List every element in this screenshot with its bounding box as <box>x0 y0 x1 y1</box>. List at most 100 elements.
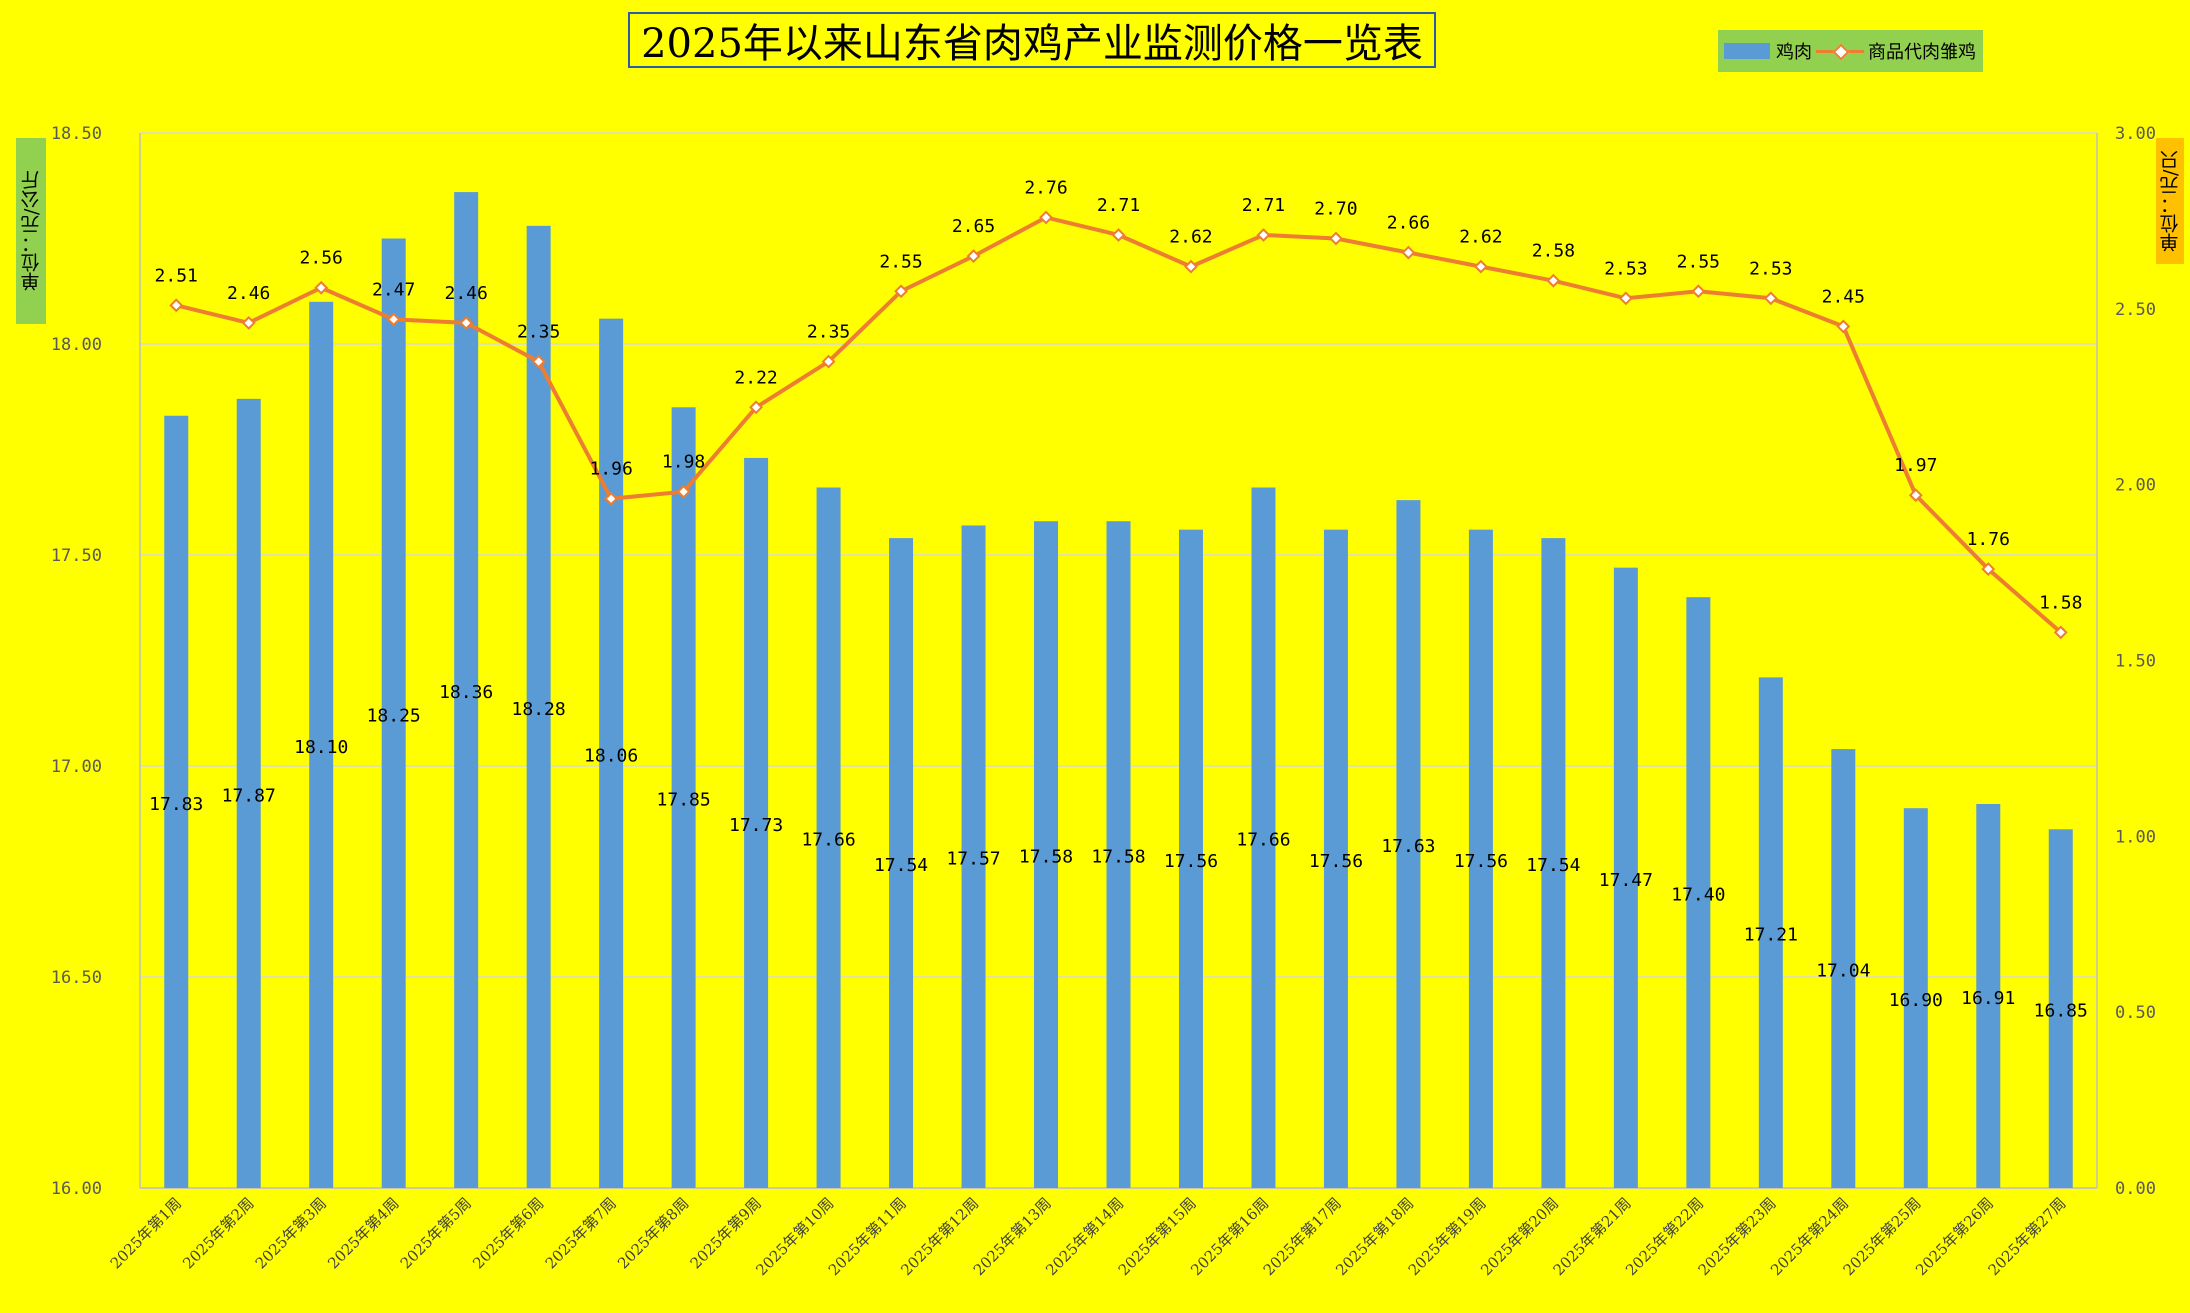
left-tick-label: 18.50 <box>51 124 102 144</box>
line-data-label: 2.55 <box>879 251 922 272</box>
bar-chicken-meat <box>1541 538 1566 1188</box>
x-tick-label: 2025年第2周 <box>179 1194 257 1272</box>
line-data-label: 2.62 <box>1169 227 1212 248</box>
line-point-marker <box>894 284 908 299</box>
line-point-marker <box>1981 562 1996 576</box>
bar-chicken-meat <box>1251 487 1276 1189</box>
line-data-label: 2.76 <box>1024 177 1067 198</box>
line-data-label: 2.55 <box>1677 251 1720 272</box>
line-data-label: 2.71 <box>1242 195 1285 216</box>
line-data-label: 2.70 <box>1314 199 1357 220</box>
line-point-marker <box>1836 319 1851 334</box>
line-data-label: 2.65 <box>952 216 995 237</box>
line-point-marker <box>1908 488 1923 503</box>
line-data-label: 1.98 <box>662 452 705 473</box>
line-data-label: 2.45 <box>1822 286 1865 307</box>
line-data-label: 2.56 <box>300 248 343 269</box>
right-tick-label: 1.50 <box>2115 652 2156 672</box>
bar-chicken-meat <box>1758 677 1783 1188</box>
line-data-label: 1.58 <box>2039 592 2082 613</box>
left-tick-label: 16.00 <box>51 1179 102 1199</box>
bar-data-label: 17.56 <box>1164 851 1218 872</box>
line-point-marker <box>676 484 691 499</box>
bar-data-label: 17.21 <box>1744 925 1798 946</box>
x-tick-label: 2025年第1周 <box>107 1194 185 1272</box>
line-point-marker <box>1763 291 1778 306</box>
line-data-label: 2.47 <box>372 279 415 300</box>
line-data-label: 1.97 <box>1894 455 1937 476</box>
line-data-label: 2.35 <box>517 322 560 343</box>
line-point-marker <box>459 315 474 330</box>
line-data-label: 2.53 <box>1749 258 1792 279</box>
line-point-marker <box>1618 291 1633 306</box>
line-data-label: 2.46 <box>227 283 270 304</box>
bar-chicken-meat <box>1976 803 2001 1188</box>
line-point-marker <box>749 400 764 415</box>
bar-data-label: 17.73 <box>729 815 783 836</box>
x-tick-label: 2025年第3周 <box>252 1194 330 1272</box>
line-data-label: 1.96 <box>589 459 632 480</box>
line-point-marker <box>1473 259 1488 274</box>
x-tick-label: 2025年第9周 <box>687 1194 765 1272</box>
line-data-label: 2.51 <box>155 265 198 286</box>
line-data-label: 2.53 <box>1604 258 1647 279</box>
bar-chicken-meat <box>236 398 261 1188</box>
x-tick-label: 2025年第6周 <box>469 1194 547 1272</box>
left-tick-label: 18.00 <box>51 335 102 355</box>
line-point-marker <box>1691 284 1706 299</box>
bar-chicken-meat <box>1178 529 1203 1188</box>
bar-data-label: 17.66 <box>801 830 855 851</box>
bar-data-label: 17.85 <box>657 790 711 811</box>
bar-chicken-meat <box>961 525 986 1188</box>
line-point-marker <box>1329 231 1343 246</box>
line-data-label: 2.22 <box>734 367 777 388</box>
bar-chicken-meat <box>526 225 551 1189</box>
line-data-label: 2.71 <box>1097 195 1140 216</box>
right-tick-label: 0.50 <box>2115 1003 2156 1023</box>
right-tick-label: 0.00 <box>2115 1179 2156 1199</box>
bar-data-label: 17.83 <box>149 794 203 815</box>
bar-chicken-meat <box>381 238 406 1188</box>
bar-chicken-meat <box>454 192 479 1188</box>
bar-data-label: 16.91 <box>1961 988 2015 1009</box>
bar-chicken-meat <box>1106 521 1131 1188</box>
line-point-marker <box>821 354 836 369</box>
line-point-marker <box>169 298 184 313</box>
bar-data-label: 18.28 <box>512 699 566 720</box>
x-tick-label: 2025年第5周 <box>397 1194 475 1272</box>
bar-data-label: 17.63 <box>1381 836 1435 857</box>
bar-chicken-meat <box>1903 808 1928 1188</box>
bar-chicken-meat <box>599 318 624 1188</box>
bar-chicken-meat <box>816 487 841 1189</box>
legend-label-chicken-meat: 鸡肉 <box>1776 42 1812 63</box>
line-data-label: 2.66 <box>1387 213 1430 234</box>
bar-data-label: 18.10 <box>294 737 348 758</box>
legend-bar-swatch <box>1724 43 1770 59</box>
line-data-label: 1.76 <box>1967 529 2010 550</box>
line-point-marker <box>314 280 329 295</box>
bar-data-label: 17.54 <box>1526 855 1580 876</box>
bar-data-label: 17.87 <box>222 785 276 806</box>
x-tick-label: 2025年第27周 <box>1985 1194 2070 1279</box>
line-point-marker <box>1256 228 1271 242</box>
right-tick-label: 1.00 <box>2115 827 2156 847</box>
line-data-label: 2.46 <box>444 283 487 304</box>
bar-data-label: 17.56 <box>1454 851 1508 872</box>
bar-data-label: 17.58 <box>1091 847 1145 868</box>
bar-chicken-meat <box>889 538 914 1188</box>
line-point-marker <box>966 249 981 263</box>
bar-chicken-meat <box>1613 567 1638 1188</box>
bar-chicken-meat <box>1686 597 1711 1188</box>
line-data-label: 2.58 <box>1532 241 1575 262</box>
x-tick-label: 2025年第7周 <box>542 1194 620 1272</box>
right-axis-unit-label: 单位：元/只 <box>2156 138 2184 264</box>
bar-data-label: 16.90 <box>1889 990 1943 1011</box>
chart-legend: 鸡肉 商品代肉雏鸡 <box>1718 30 1983 72</box>
right-tick-label: 3.00 <box>2115 124 2156 144</box>
bar-chicken-meat <box>744 457 769 1188</box>
bar-data-label: 17.40 <box>1671 885 1725 906</box>
left-tick-label: 16.50 <box>51 968 102 988</box>
line-point-marker <box>604 491 619 506</box>
line-data-label: 2.62 <box>1459 227 1502 248</box>
